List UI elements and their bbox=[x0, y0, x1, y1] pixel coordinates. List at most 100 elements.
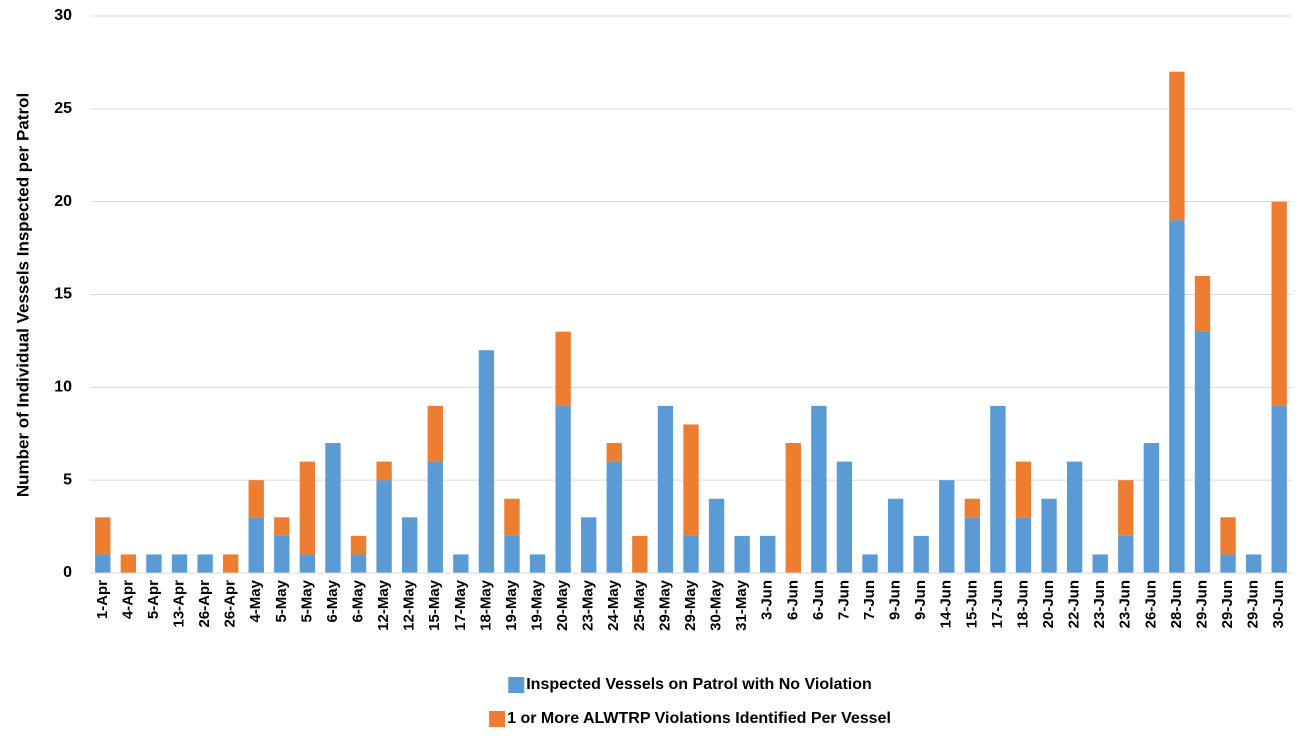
bar-segment bbox=[1169, 220, 1185, 573]
y-axis-label: Number of Individual Vessels Inspected p… bbox=[13, 93, 32, 497]
bar-segment bbox=[990, 405, 1006, 573]
bar-segment bbox=[274, 517, 290, 536]
bar-segment bbox=[504, 498, 520, 536]
x-tick-label: 1-Apr bbox=[94, 580, 111, 619]
legend-swatch bbox=[508, 677, 525, 693]
bar-segment bbox=[555, 405, 571, 573]
y-tick-label: 20 bbox=[54, 193, 72, 210]
x-tick-label: 4-Apr bbox=[119, 580, 136, 619]
bar-segment bbox=[376, 461, 392, 481]
x-tick-label: 5-May bbox=[273, 579, 290, 622]
bar-segment bbox=[913, 535, 929, 573]
bar-segment bbox=[325, 443, 341, 573]
x-tick-label: 23-Jun bbox=[1117, 580, 1134, 628]
x-tick-label: 12-May bbox=[401, 579, 418, 631]
bar-segment bbox=[581, 517, 597, 573]
bar-segment bbox=[299, 461, 316, 555]
bar-segment bbox=[248, 517, 264, 573]
y-tick-label: 30 bbox=[54, 7, 72, 24]
bar-segment bbox=[222, 554, 239, 573]
y-tick-label: 0 bbox=[63, 564, 72, 581]
y-tick-label: 15 bbox=[54, 286, 72, 303]
bar-segment bbox=[248, 480, 264, 518]
bar-segment bbox=[887, 498, 904, 573]
bar-segment bbox=[478, 350, 495, 573]
bar-segment bbox=[1143, 443, 1160, 573]
bar-segment bbox=[453, 554, 469, 573]
x-tick-label: 3-Jun bbox=[759, 580, 776, 620]
x-tick-label: 29-Jun bbox=[1193, 580, 1210, 628]
x-tick-label: 29-Jun bbox=[1219, 580, 1236, 628]
y-tick-label: 10 bbox=[54, 379, 72, 396]
bar-segment bbox=[734, 535, 750, 573]
bar-segment bbox=[683, 535, 699, 573]
y-tick-label: 5 bbox=[63, 471, 72, 488]
bar-segment bbox=[1194, 275, 1211, 332]
x-tick-label: 26-Apr bbox=[196, 580, 213, 628]
bar-segment bbox=[1118, 480, 1134, 536]
bar-segment bbox=[274, 535, 290, 573]
bar-segment bbox=[529, 554, 546, 573]
x-tick-label: 20-May bbox=[554, 579, 571, 631]
bar-segment bbox=[146, 554, 162, 573]
x-tick-label: 29-Jun bbox=[1245, 580, 1262, 628]
bar-segment bbox=[1194, 331, 1211, 573]
bar-segment bbox=[1220, 554, 1236, 573]
bar-segment bbox=[171, 554, 188, 573]
x-tick-label: 12-May bbox=[375, 579, 392, 631]
bar-segment bbox=[606, 443, 622, 462]
legend-swatch bbox=[489, 711, 506, 727]
bar-segment bbox=[299, 554, 316, 573]
x-tick-label: 29-May bbox=[682, 579, 699, 631]
bar-segment bbox=[376, 480, 392, 573]
x-tick-label: 14-Jun bbox=[938, 580, 955, 628]
bar-segment bbox=[1220, 517, 1236, 555]
x-tick-label: 15-Jun bbox=[963, 580, 980, 628]
bar-segment bbox=[606, 461, 622, 573]
x-tick-label: 19-May bbox=[503, 579, 520, 631]
x-tick-label: 13-Apr bbox=[170, 580, 187, 628]
bar-segment bbox=[120, 554, 137, 573]
x-tick-label: 26-Jun bbox=[1142, 580, 1159, 628]
bar-segment bbox=[1092, 554, 1108, 573]
bar-segment bbox=[504, 535, 520, 573]
x-tick-label: 20-Jun bbox=[1040, 580, 1057, 628]
bar-segment bbox=[964, 498, 980, 518]
x-tick-label: 6-Jun bbox=[784, 580, 801, 620]
x-tick-label: 28-Jun bbox=[1168, 580, 1185, 628]
x-tick-label: 5-May bbox=[298, 579, 315, 622]
bar-segment bbox=[197, 554, 213, 573]
bar-segment bbox=[427, 405, 443, 462]
x-tick-label: 31-May bbox=[733, 579, 750, 631]
bar-segment bbox=[350, 535, 367, 555]
x-tick-label: 22-Jun bbox=[1066, 580, 1083, 628]
x-tick-label: 9-Jun bbox=[912, 580, 929, 620]
x-tick-label: 26-Apr bbox=[222, 580, 239, 628]
bar-segment bbox=[632, 535, 648, 573]
bar-segment bbox=[555, 331, 571, 406]
bar-segment bbox=[785, 443, 801, 573]
x-tick-label: 15-May bbox=[426, 579, 443, 631]
x-tick-label: 17-Jun bbox=[989, 580, 1006, 628]
bar-segment bbox=[862, 554, 878, 573]
bar-segment bbox=[964, 517, 980, 573]
x-tick-label: 19-May bbox=[529, 579, 546, 631]
x-tick-label: 7-Jun bbox=[861, 580, 878, 620]
x-tick-label: 29-May bbox=[656, 579, 673, 631]
x-tick-label: 9-Jun bbox=[887, 580, 904, 620]
x-tick-label: 5-Apr bbox=[145, 580, 162, 619]
legend-label: 1 or More ALWTRP Violations Identified P… bbox=[507, 710, 891, 727]
bar-segment bbox=[939, 480, 955, 573]
bar-segment bbox=[1245, 554, 1262, 573]
x-tick-label: 23-Jun bbox=[1091, 580, 1108, 628]
bar-segment bbox=[657, 405, 674, 573]
x-tick-label: 7-Jun bbox=[835, 580, 852, 620]
bar-segment bbox=[402, 517, 418, 573]
y-tick-label: 25 bbox=[54, 100, 72, 117]
bar-segment bbox=[95, 554, 111, 573]
x-tick-label: 6-May bbox=[324, 579, 341, 622]
bar-segment bbox=[1169, 71, 1185, 221]
bar-segment bbox=[1041, 498, 1057, 573]
legend-label: Inspected Vessels on Patrol with No Viol… bbox=[526, 676, 872, 693]
